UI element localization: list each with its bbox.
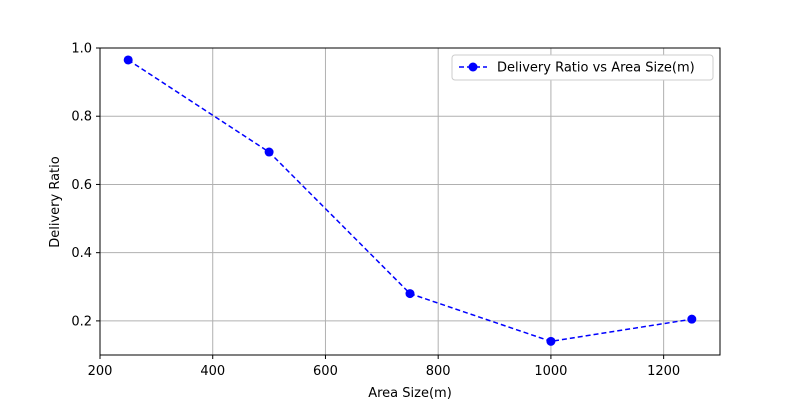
x-tick-label: 200	[88, 364, 113, 379]
y-tick-label: 0.2	[71, 314, 92, 329]
series-layer	[123, 55, 697, 346]
y-tick-label: 0.8	[71, 110, 92, 125]
y-tick-label: 0.6	[71, 178, 92, 193]
x-tick-label: 400	[200, 364, 225, 379]
data-point	[123, 55, 133, 65]
legend-label: Delivery Ratio vs Area Size(m)	[497, 61, 695, 76]
data-point	[264, 147, 274, 157]
legend-box	[451, 54, 714, 81]
y-tick-label: 0.4	[71, 246, 92, 261]
x-tick-label: 1200	[647, 364, 680, 379]
legend: Delivery Ratio vs Area Size(m)	[451, 54, 714, 81]
axes: 200 400 600 800 1000 1200 0.2 0.4 0.6 0.8 1.0	[71, 42, 680, 380]
y-tick-label: 1.0	[71, 42, 92, 57]
x-axis-label: Area Size(m)	[368, 386, 452, 400]
y-axis-label: Delivery Ratio	[48, 156, 63, 248]
plot-frame	[99, 47, 721, 356]
data-point	[405, 289, 415, 299]
x-tick-label: 600	[313, 364, 338, 379]
legend-marker	[468, 62, 478, 72]
data-point	[546, 336, 556, 346]
x-tick-label: 1000	[534, 364, 567, 379]
grid	[100, 48, 720, 355]
x-tick-label: 800	[426, 364, 451, 379]
data-point	[687, 314, 697, 324]
